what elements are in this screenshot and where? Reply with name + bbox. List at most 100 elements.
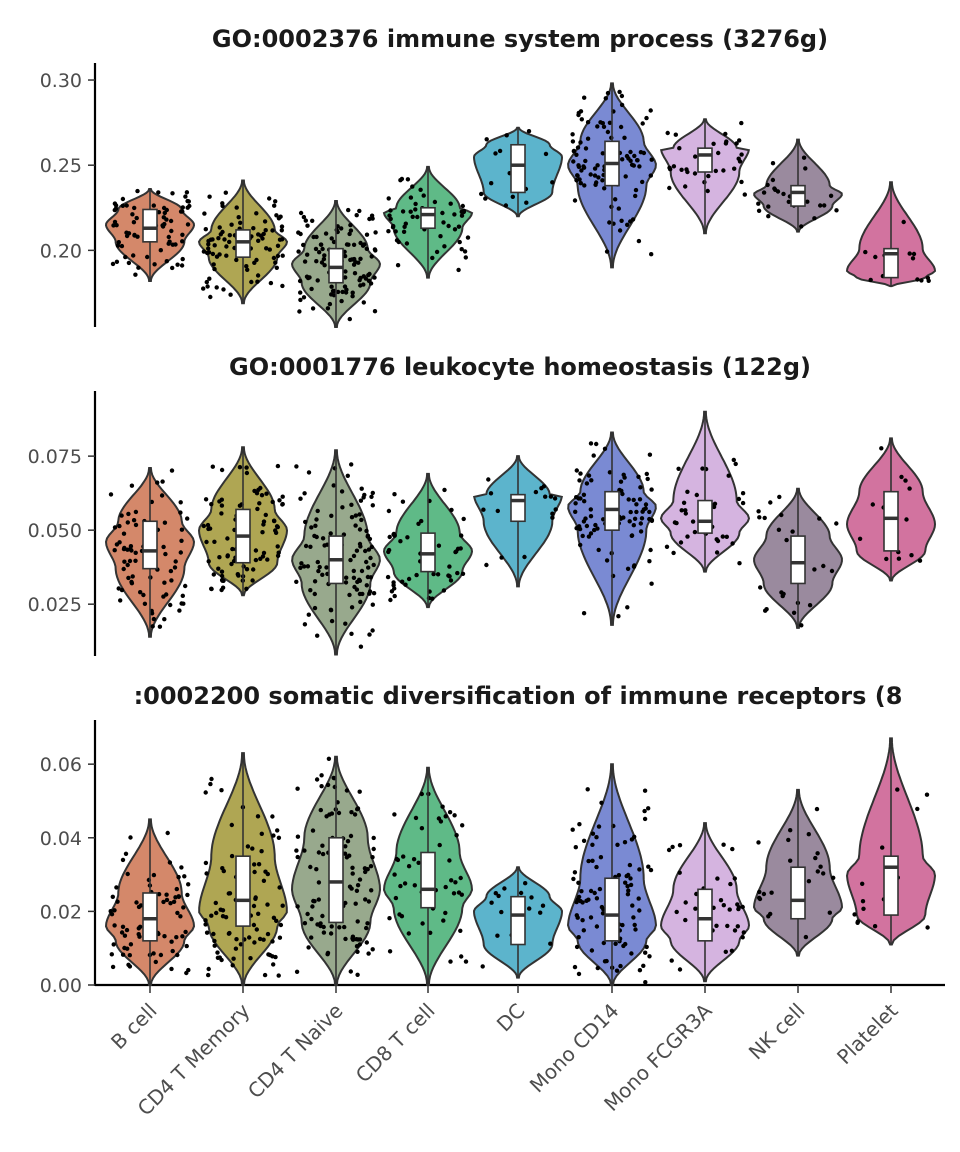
data-point [230,546,235,552]
data-point [386,196,391,201]
data-point [120,952,126,957]
data-point [679,508,684,513]
data-point [807,603,813,608]
data-point [113,203,119,208]
data-point [642,816,648,822]
data-point [126,511,131,517]
violin-group-cd4-t-naive [290,200,382,328]
data-point [628,882,634,888]
data-point [302,921,308,926]
data-point [255,273,261,278]
data-point [132,205,137,211]
data-point [208,237,214,242]
data-point [679,167,684,172]
data-point [319,784,324,789]
data-point [602,186,607,191]
data-point [277,885,282,890]
data-point [395,263,401,268]
data-point [647,559,652,564]
data-point [125,520,130,525]
data-point [598,120,603,125]
data-point [677,146,682,151]
violin-group-cd8-t-cell [382,165,474,279]
data-point [643,502,649,507]
data-point [136,265,141,270]
data-point [270,228,275,233]
data-point [636,474,641,479]
data-point [392,872,397,877]
data-point [627,519,632,524]
data-point [245,267,250,272]
data-point [255,279,260,284]
data-point [209,776,214,782]
data-point [173,559,178,564]
data-point [584,481,590,486]
data-point [267,196,272,201]
data-point [572,870,578,875]
data-point [308,588,313,593]
data-point [316,897,321,902]
data-point [275,828,280,833]
data-point [218,907,223,912]
data-point [314,259,319,264]
data-point [496,893,501,899]
data-point [579,889,584,894]
data-point [217,225,222,230]
data-point [305,911,310,917]
data-point [799,224,804,229]
data-point [649,581,654,586]
data-point [392,492,397,497]
data-point [578,140,583,145]
data-point [264,491,269,496]
data-point [135,188,140,194]
data-point [350,871,355,876]
data-point [314,867,319,872]
data-point [108,492,114,497]
data-point [309,916,314,922]
data-point [178,914,183,919]
data-point [185,222,191,227]
violin-group-mono-cd14 [567,431,657,626]
data-point [205,522,211,528]
data-point [677,967,683,972]
data-point [248,956,253,961]
data-point [204,930,210,935]
data-point [274,265,279,270]
data-point [180,593,185,598]
data-point [351,553,357,559]
y-tick-label-1-0: 0.20 [40,240,82,262]
data-point [625,605,630,610]
data-point [880,845,885,850]
data-point [352,812,358,817]
data-point [361,300,366,305]
data-point [310,306,316,311]
data-point [589,948,595,953]
data-point [329,924,334,929]
data-point [229,822,234,828]
data-point [581,611,587,616]
data-point [178,550,183,555]
data-point [387,949,393,954]
data-point [413,201,418,207]
data-point [306,470,312,475]
data-point [648,108,653,113]
data-point [910,256,916,261]
data-point [277,498,282,503]
boxplot-box-platelet [883,490,899,552]
data-point [632,516,638,521]
data-point [238,220,243,225]
data-point [276,550,281,555]
data-point [165,830,170,836]
data-point [736,905,742,910]
data-point [319,773,324,778]
data-point [463,959,469,964]
boxplot-box-b-cell [142,520,158,570]
data-point [590,831,596,836]
data-point [354,888,360,893]
data-point [392,593,397,599]
data-point [452,212,457,217]
data-point [607,120,613,126]
data-point [302,622,308,627]
data-point [124,203,129,208]
x-tick-label-dc: DC [492,999,530,1037]
